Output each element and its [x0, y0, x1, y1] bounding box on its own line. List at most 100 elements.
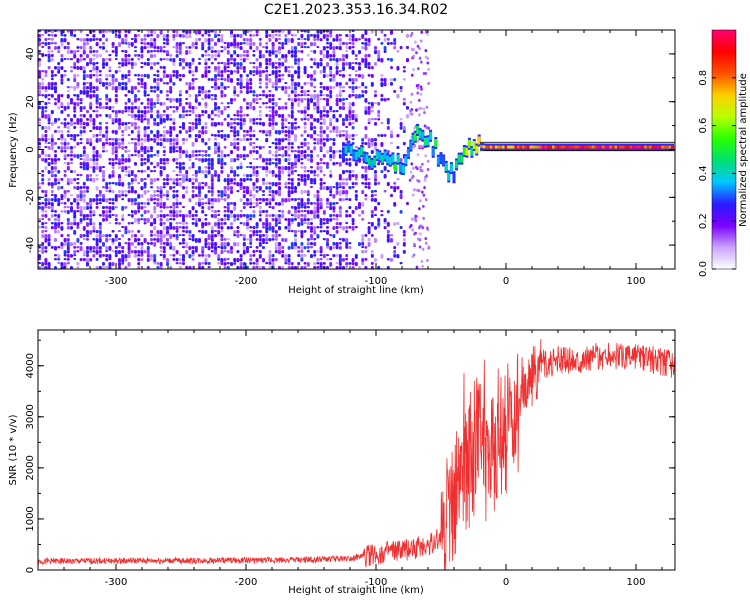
heatmap-cell [322, 130, 326, 134]
heatmap-cell [303, 118, 307, 121]
heatmap-cell [399, 122, 403, 127]
heatmap-cell [121, 190, 125, 195]
heatmap-cell [201, 222, 205, 227]
heatmap-cell [159, 46, 163, 51]
heatmap-cell [146, 150, 150, 153]
heatmap-cell [604, 145, 608, 149]
heatmap-cell [124, 158, 128, 163]
heatmap-cell [352, 151, 356, 160]
heatmap-cell [271, 62, 275, 67]
heatmap-cell [41, 54, 45, 57]
heatmap-cell [281, 106, 285, 110]
heatmap-cell [210, 250, 214, 253]
heatmap-cell [63, 34, 67, 37]
heatmap-cell [44, 138, 48, 142]
heatmap-cell [66, 254, 70, 258]
heatmap-cell [406, 34, 409, 38]
heatmap-cell [281, 146, 285, 151]
heatmap-cell [124, 170, 128, 173]
heatmap-cell [370, 198, 374, 202]
heatmap-cell [332, 206, 336, 211]
heatmap-cell [287, 186, 291, 190]
heatmap-cell [108, 198, 112, 201]
heatmap-cell [153, 210, 157, 214]
heatmap-cell [421, 190, 424, 194]
heatmap-cell [121, 166, 125, 171]
heatmap-cell [300, 98, 304, 103]
heatmap-cell [159, 90, 163, 94]
heatmap-cell [60, 54, 64, 58]
heatmap-cell [252, 210, 256, 214]
heatmap-cell [364, 186, 368, 189]
heatmap-cell [54, 30, 57, 33]
heatmap-cell [242, 250, 246, 255]
heatmap-cell [287, 114, 291, 118]
heatmap-cell [63, 194, 67, 199]
heatmap-cell [442, 156, 446, 165]
heatmap-cell [319, 38, 323, 42]
heatmap-cell [76, 182, 80, 185]
heatmap-cell [50, 226, 54, 230]
heatmap-cell [390, 194, 393, 197]
heatmap-cell [287, 258, 291, 263]
heatmap-cell [156, 202, 160, 207]
heatmap-cell [419, 169, 422, 172]
heatmap-cell [172, 206, 176, 210]
heatmap-cell [178, 150, 182, 154]
heatmap-cell [223, 78, 227, 82]
heatmap-cell [73, 122, 77, 125]
heatmap-cell [338, 58, 342, 62]
heatmap-cell [82, 146, 86, 150]
heatmap-cell [271, 110, 275, 115]
heatmap-cell [92, 58, 96, 61]
heatmap-cell [230, 166, 233, 171]
heatmap-cell [44, 158, 48, 163]
heatmap-cell [127, 134, 131, 136]
heatmap-cell [47, 198, 51, 202]
heatmap-cell [140, 42, 144, 45]
heatmap-cell [383, 226, 387, 230]
heatmap-cell [47, 126, 51, 131]
heatmap-cell [124, 54, 128, 58]
heatmap-cell [367, 42, 371, 47]
heatmap-cell [335, 150, 339, 153]
heatmap-cell [268, 146, 272, 149]
heatmap-cell [373, 157, 377, 166]
heatmap-cell [191, 222, 195, 225]
heatmap-cell [60, 38, 64, 43]
heatmap-cell [364, 86, 368, 89]
heatmap-cell [278, 66, 281, 69]
heatmap-cell [188, 110, 192, 113]
heatmap-cell [390, 234, 393, 237]
heatmap-cell [394, 163, 397, 172]
heatmap-cell [467, 139, 471, 148]
heatmap-cell [223, 262, 227, 266]
heatmap-cell [306, 190, 310, 195]
heatmap-cell [274, 166, 278, 169]
heatmap-cell [194, 94, 198, 99]
heatmap-cell [105, 254, 109, 258]
heatmap-cell [134, 162, 137, 166]
heatmap-cell [159, 166, 163, 170]
heatmap-cell [76, 194, 80, 199]
heatmap-cell [108, 162, 112, 165]
heatmap-cell [262, 266, 265, 269]
heatmap-cell [121, 214, 125, 219]
heatmap-cell [111, 214, 115, 217]
heatmap-cell [416, 91, 419, 95]
heatmap-cell [271, 142, 275, 145]
heatmap-cell [73, 210, 77, 215]
heatmap-cell [236, 158, 240, 161]
heatmap-cell [194, 30, 198, 35]
heatmap-cell [191, 106, 195, 110]
heatmap-cell [274, 250, 278, 254]
heatmap-cell [329, 90, 333, 94]
heatmap-cell [290, 218, 294, 223]
heatmap-cell [411, 135, 415, 143]
heatmap-cell [287, 154, 291, 157]
heatmap-cell [204, 214, 208, 217]
heatmap-cell [519, 145, 523, 149]
heatmap-cell [281, 74, 285, 77]
heatmap-cell [156, 134, 160, 139]
heatmap-cell [60, 102, 64, 107]
